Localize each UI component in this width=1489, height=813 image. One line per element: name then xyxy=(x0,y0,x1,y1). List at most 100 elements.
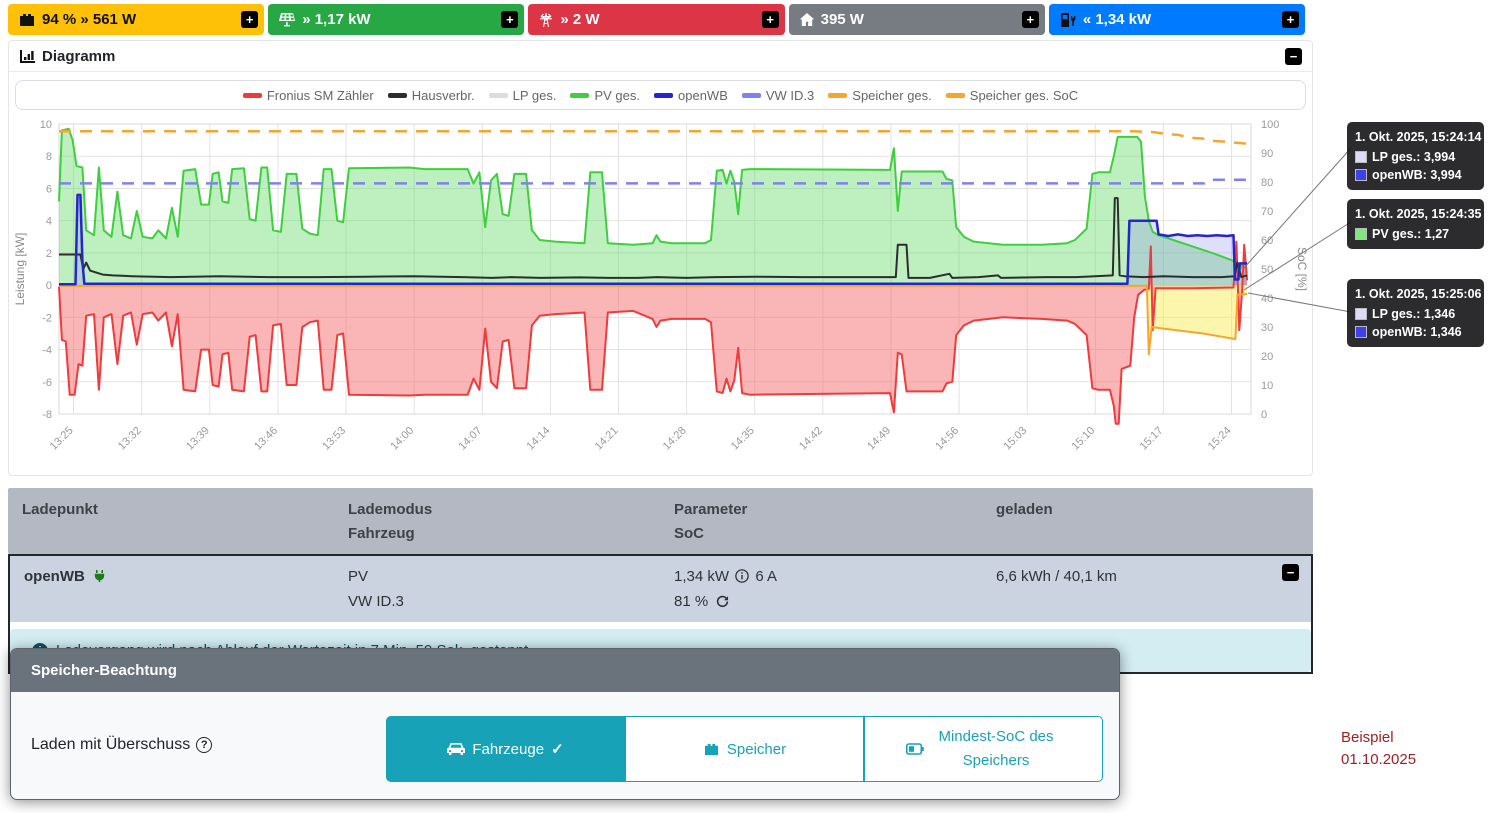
pv-badge-expand-button[interactable]: + xyxy=(501,11,519,28)
house-badge-expand-button[interactable]: + xyxy=(1021,11,1039,28)
check-icon: ✓ xyxy=(551,741,564,758)
modal-body: Laden mit Überschuss ? xyxy=(11,692,1119,797)
chargepoint-status-text: « 1,34 kW xyxy=(1082,11,1152,28)
header-parameter-soc: Parameter SoC xyxy=(674,501,748,542)
fahrzeuge-button[interactable]: Fahrzeuge ✓ xyxy=(386,716,625,782)
legend-item[interactable]: LP ges. xyxy=(488,88,556,103)
pv-status-badge[interactable]: » 1,17 kW + xyxy=(268,4,525,35)
mode-vehicle-cell: PV VW ID.3 xyxy=(334,564,660,614)
parameter-line: 1,34 kW 6 A xyxy=(674,568,778,585)
car-battery-icon xyxy=(20,13,34,26)
chart-tooltip-3: 1. Okt. 2025, 15:25:06 LP ges.: 1,346 ope… xyxy=(1347,279,1484,348)
legend-item[interactable]: Fronius SM Zähler xyxy=(242,88,374,103)
tooltip-row: openWB: 3,994 xyxy=(1355,166,1476,184)
solar-panel-icon xyxy=(279,13,296,27)
transmission-tower-icon xyxy=(540,12,553,27)
grid-badge-expand-button[interactable]: + xyxy=(761,11,779,28)
y-axis-tick-left: 4 xyxy=(46,216,52,228)
refresh-icon[interactable] xyxy=(716,595,729,608)
y-axis-tick-left: 10 xyxy=(40,119,52,131)
diagram-collapse-button[interactable]: − xyxy=(1285,48,1302,65)
legend-item[interactable]: Hausverbr. xyxy=(387,87,475,103)
chart-legend[interactable]: Fronius SM Zähler Hausverbr. LP ges. PV ges… xyxy=(15,80,1306,110)
grid-status-badge[interactable]: » 2 W + xyxy=(528,4,785,35)
loadpoint-row[interactable]: openWB PV VW ID.3 1,34 kW 6 A 81 % xyxy=(10,556,1311,622)
parameter-soc-cell: 1,34 kW 6 A 81 % xyxy=(660,564,982,614)
y-axis-tick-right: 100 xyxy=(1261,119,1279,131)
loadpoint-name: openWB xyxy=(24,568,85,585)
help-icon[interactable]: ? xyxy=(196,736,213,753)
y-axis-tick-left: -6 xyxy=(42,377,52,389)
chart-area[interactable]: 10 8 6 4 2 0 -2 -4 -6 -8 100 90 80 70 60 50 40 30 20 10 0 13:… xyxy=(9,110,1312,475)
y-axis-tick-left: 6 xyxy=(46,183,52,195)
mindest-soc-button[interactable]: Mindest-SoC des Speichers xyxy=(864,716,1103,782)
x-axis-tick: 14:21 xyxy=(593,425,621,453)
pv-status-text: » 1,17 kW xyxy=(302,11,371,28)
y-axis-tick-right: 0 xyxy=(1261,409,1267,421)
car-icon xyxy=(447,743,466,755)
plot-border xyxy=(58,123,1252,415)
legend-item[interactable]: openWB xyxy=(654,88,728,103)
legend-swatch xyxy=(387,92,407,98)
x-axis-tick: 13:46 xyxy=(252,425,280,453)
chart-tooltip-2: 1. Okt. 2025, 15:24:35 PV ges.: 1,27 xyxy=(1347,199,1484,250)
series-line-hausverbr- xyxy=(59,197,1248,279)
y-axis-tick-right: 20 xyxy=(1261,351,1273,363)
battery-badge-expand-button[interactable]: + xyxy=(241,11,259,28)
modal-title: Speicher-Beachtung xyxy=(11,649,1119,692)
tooltip-swatch xyxy=(1355,326,1367,339)
y-axis-tick-right: 30 xyxy=(1261,322,1273,334)
legend-label: Speicher ges. xyxy=(852,87,932,103)
row-alert-gap xyxy=(10,622,1311,629)
y-axis-tick-right: 70 xyxy=(1261,206,1273,218)
battery-status-badge[interactable]: 94 % » 561 W + xyxy=(8,4,265,35)
legend-label: Speicher ges. SoC xyxy=(969,87,1079,103)
legend-item[interactable]: Speicher ges. xyxy=(828,88,932,103)
chart-tooltip-1: 1. Okt. 2025, 15:24:14 LP ges.: 3,994 ope… xyxy=(1347,122,1484,191)
x-axis-tick: 15:17 xyxy=(1138,425,1166,453)
y-axis-tick-left: 2 xyxy=(46,248,52,260)
house-status-badge[interactable]: 395 W + xyxy=(788,4,1045,35)
grid-status-text: » 2 W xyxy=(560,11,600,28)
legend-swatch xyxy=(570,92,590,98)
header-lademodus-fahrzeug: Lademodus Fahrzeug xyxy=(348,501,433,542)
chargepoint-status-badge[interactable]: « 1,34 kW + xyxy=(1048,4,1306,35)
x-axis-tick: 14:14 xyxy=(525,425,553,453)
loadpoint-collapse-button[interactable]: − xyxy=(1282,564,1299,581)
legend-item[interactable]: VW ID.3 xyxy=(741,88,814,103)
power-soc-chart[interactable]: 1086420-2-4-6-8100908070605040302010013:… xyxy=(11,112,1309,470)
chargepoint-badge-expand-button[interactable]: + xyxy=(1282,11,1300,28)
legend-item[interactable]: PV ges. xyxy=(570,88,640,103)
x-axis-tick: 13:25 xyxy=(48,425,76,453)
info-circle-icon xyxy=(735,569,749,583)
legend-label: Hausverbr. xyxy=(411,87,475,103)
house-status-text: 395 W xyxy=(820,11,864,28)
series-fill-pv-ges- xyxy=(59,128,1248,286)
charged-value: 6,6 kWh / 40,1 km xyxy=(996,568,1117,585)
tooltip-row: PV ges.: 1,27 xyxy=(1355,225,1476,243)
tooltip-swatch xyxy=(1355,169,1367,182)
legend-item[interactable]: Speicher ges. SoC xyxy=(945,87,1079,103)
tooltip-value: LP ges.: 1,346 xyxy=(1372,307,1456,322)
tooltip-swatch xyxy=(1355,228,1367,241)
battery-status-text: 94 % » 561 W xyxy=(42,11,137,28)
laden-mit-ueberschuss-label: Laden mit Überschuss ? xyxy=(31,736,213,754)
legend-swatch xyxy=(654,92,673,98)
series-line-speicher-ges-soc xyxy=(59,130,1248,145)
x-axis-tick: 14:00 xyxy=(388,425,416,453)
y-axis-tick-left: -4 xyxy=(42,345,52,357)
legend-swatch xyxy=(828,92,848,98)
house-icon xyxy=(799,13,814,26)
tooltip-value: LP ges.: 3,994 xyxy=(1372,150,1456,165)
x-axis-tick: 13:32 xyxy=(116,425,144,453)
y-axis-tick-left: -8 xyxy=(42,409,52,421)
y-axis-title-right: SoC [%] xyxy=(1295,247,1308,291)
speicher-button[interactable]: Speicher xyxy=(625,716,864,782)
tooltip-row: openWB: 1,346 xyxy=(1355,323,1476,341)
plug-icon xyxy=(94,570,105,582)
charged-cell: 6,6 kWh / 40,1 km − xyxy=(982,564,1311,614)
y-axis-tick-right: 10 xyxy=(1261,380,1273,392)
legend-label: PV ges. xyxy=(594,87,640,103)
diagram-card-header[interactable]: Diagramm − xyxy=(9,41,1312,72)
